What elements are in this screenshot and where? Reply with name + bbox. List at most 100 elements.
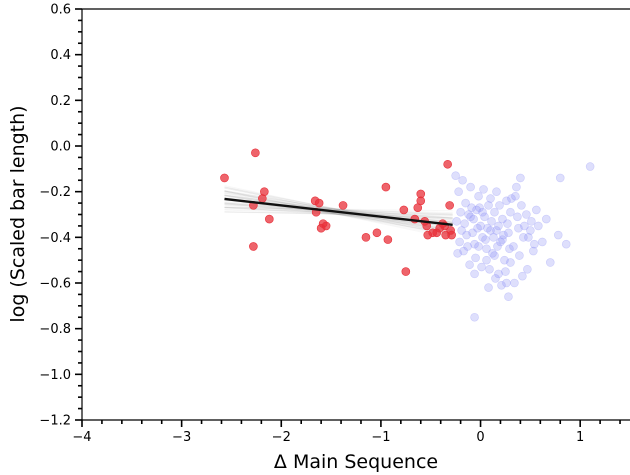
comparison-point	[451, 171, 460, 180]
comparison-point	[466, 182, 475, 192]
comparison-point	[507, 194, 516, 203]
comparison-point	[478, 233, 487, 242]
fit-sample-line	[224, 211, 453, 216]
comparison-point	[474, 191, 483, 201]
comparison-point	[506, 258, 515, 267]
comparison-point	[512, 182, 521, 192]
comparison-point	[491, 274, 500, 283]
comparison-point	[485, 264, 494, 274]
comparison-point	[506, 207, 515, 217]
fit-sample-line	[224, 202, 453, 216]
x-tick-label: 0	[476, 430, 484, 445]
comparison-point	[502, 196, 511, 206]
y-tick-label: −1.2	[39, 414, 71, 429]
comparison-point	[455, 237, 464, 247]
comparison-point	[513, 212, 522, 222]
comparison-point	[509, 242, 518, 251]
comparison-point	[476, 221, 485, 231]
sample-point	[445, 201, 454, 210]
sample-point	[258, 194, 267, 203]
x-tick-label: 1	[576, 430, 584, 445]
comparison-point	[470, 312, 479, 322]
comparison-point	[494, 269, 503, 279]
x-tick-label: −2	[272, 430, 291, 445]
comparison-point	[542, 214, 551, 224]
sample-point	[220, 173, 229, 183]
comparison-point	[545, 258, 555, 267]
comparison-point	[498, 214, 507, 224]
comparison-point	[473, 223, 482, 233]
comparison-point	[484, 283, 493, 292]
comparison-point	[472, 205, 481, 215]
comparison-point	[534, 221, 543, 231]
sample-point	[399, 205, 409, 215]
comparison-point	[530, 239, 539, 249]
comparison-point	[494, 221, 503, 231]
comparison-point	[511, 191, 520, 201]
y-tick-label: −0.8	[39, 322, 71, 337]
comparison-point	[486, 226, 495, 235]
comparison-point	[495, 201, 504, 210]
comparison-point	[463, 242, 472, 251]
sample-point	[447, 230, 456, 240]
y-tick-label: −0.6	[39, 277, 71, 292]
comparison-point	[468, 228, 477, 238]
comparison-point	[514, 223, 523, 233]
comparison-point	[452, 217, 461, 226]
comparison-point	[510, 278, 519, 288]
comparison-point	[470, 269, 479, 279]
comparison-point	[532, 205, 541, 215]
y-tick-label: 0.0	[50, 140, 71, 155]
y-tick-label: −0.4	[39, 231, 71, 246]
comparison-point	[479, 185, 488, 194]
sample-point	[321, 221, 331, 231]
x-tick-label: −4	[72, 430, 91, 445]
tick-labels: −4 −3 −2 −1 0 1 0.6 0.4 0.2 0.0 −0.2 −0.4 −0.6 −0.8 −1…	[39, 3, 584, 446]
comparison-point	[492, 187, 501, 196]
comparison-point	[526, 226, 535, 235]
comparison-point	[523, 264, 532, 274]
comparison-point	[458, 175, 467, 185]
comparison-point	[467, 203, 476, 212]
comparison-point	[555, 173, 565, 183]
comparison-point	[482, 244, 491, 254]
comparison-point	[461, 198, 470, 208]
sample-point	[381, 182, 391, 192]
comparison-point	[529, 246, 538, 256]
comparison-point	[492, 226, 501, 235]
comparison-point	[516, 173, 525, 183]
comparison-points	[451, 162, 595, 322]
comparison-point	[465, 260, 474, 270]
tick-marks	[75, 8, 621, 427]
comparison-point	[459, 246, 468, 256]
comparison-point	[504, 228, 513, 238]
comparison-point	[489, 233, 498, 242]
comparison-point	[457, 226, 466, 235]
comparison-point	[490, 251, 499, 260]
comparison-point	[482, 255, 491, 265]
comparison-point	[477, 262, 486, 272]
y-tick-label: 0.6	[50, 3, 71, 18]
comparison-point	[502, 278, 511, 288]
comparison-point	[486, 194, 495, 203]
comparison-point	[538, 237, 547, 247]
sample-point	[265, 214, 274, 224]
comparison-point	[493, 242, 502, 251]
sample-point	[443, 159, 452, 169]
sample-point	[314, 198, 324, 208]
comparison-point	[585, 162, 595, 171]
sample-point	[249, 242, 258, 251]
sample-points	[220, 148, 456, 276]
y-axis-title: log (Scaled bar length)	[7, 105, 29, 322]
best-fit-line	[224, 197, 453, 226]
sample-point	[372, 228, 382, 238]
comparison-point	[499, 230, 508, 240]
comparison-point	[478, 207, 487, 217]
comparison-point	[524, 233, 533, 242]
comparison-point	[501, 267, 510, 276]
fit-sample-line	[224, 206, 453, 215]
comparison-point	[553, 230, 563, 240]
sample-point	[383, 235, 393, 244]
y-tick-label: 0.4	[50, 48, 71, 63]
fit-sample-line	[224, 198, 453, 231]
